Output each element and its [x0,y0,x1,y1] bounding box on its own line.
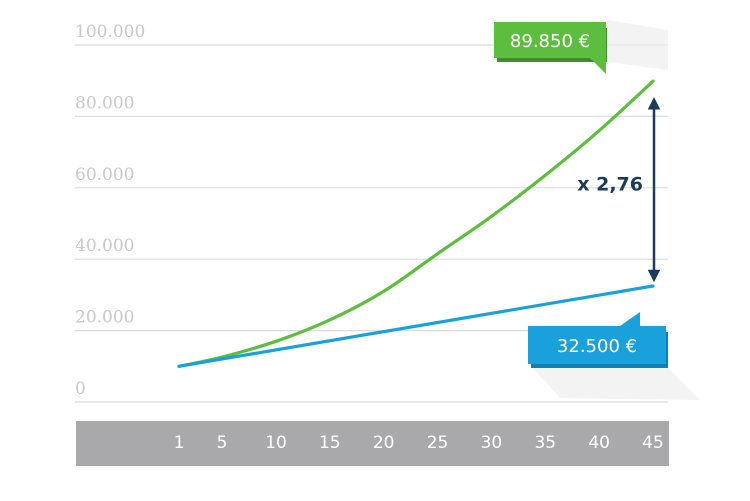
blue-value-label: 32.500 € [557,336,637,357]
x-tick-label-8: 40 [588,433,610,453]
green-value-callout: 89.850 € [494,20,668,74]
series-layer [177,79,655,368]
blue-value-callout: 32.500 € [528,312,700,400]
x-axis-bar: 1 5 10 15 20 25 30 35 40 45 [76,421,669,466]
annotation-layer: 89.850 € 32.500 € x 2,76 [494,20,700,400]
y-tick-label-3: 60.000 [75,165,134,185]
x-tick-label-7: 35 [534,433,556,453]
x-axis-band [76,421,669,466]
blue-callout-tail [620,312,640,326]
y-tick-label-2: 40.000 [75,236,134,256]
x-tick-label-1: 5 [217,433,228,453]
blue-callout-box [528,326,666,364]
series-line-green [177,79,655,368]
y-axis-ticks: 0 20.000 40.000 60.000 80.000 100.000 [75,22,145,399]
x-tick-label-6: 30 [481,433,503,453]
y-tick-label-5: 100.000 [75,22,145,42]
grid-layer [75,44,668,403]
y-tick-label-4: 80.000 [75,93,134,113]
multiplier-label: x 2,76 [577,174,643,196]
x-tick-label-9: 45 [642,433,664,453]
green-callout-tail [590,58,606,74]
y-tick-label-0: 0 [75,379,86,399]
series-line-blue [177,284,655,368]
x-tick-label-2: 10 [265,433,287,453]
x-tick-label-5: 25 [427,433,449,453]
green-value-label: 89.850 € [510,31,590,52]
y-tick-label-1: 20.000 [75,308,134,328]
x-tick-label-0: 1 [174,433,185,453]
x-tick-label-4: 20 [373,433,395,453]
green-callout-shadow [608,20,668,70]
green-callout-box [494,22,606,58]
x-tick-label-3: 15 [319,433,341,453]
blue-callout-shadow [530,365,700,400]
